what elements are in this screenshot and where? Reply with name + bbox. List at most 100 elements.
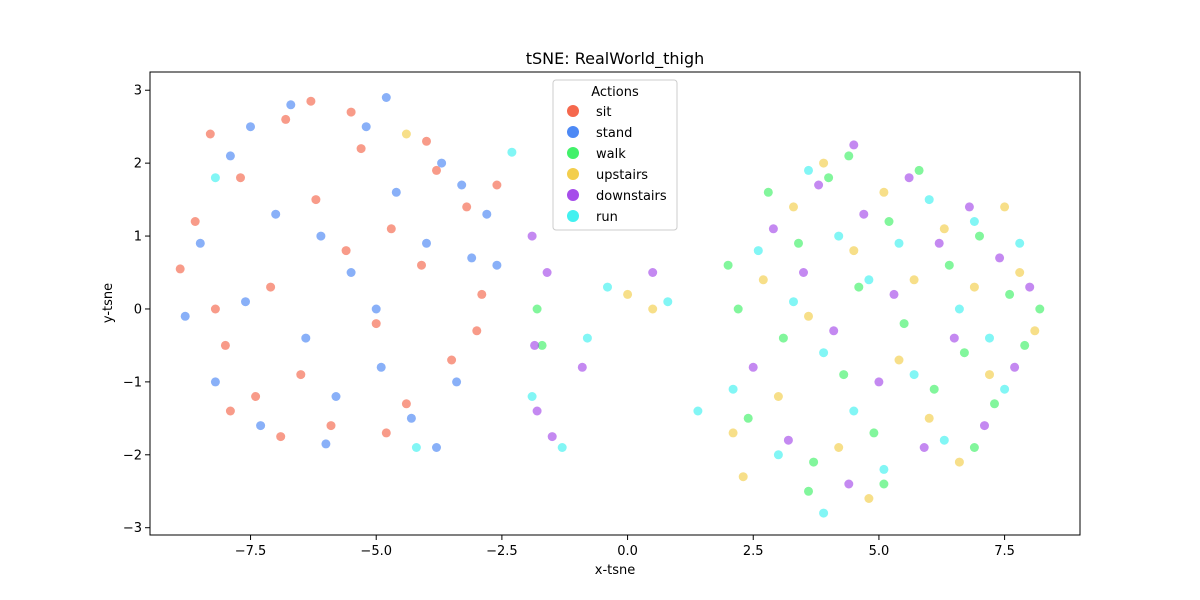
- point-stand-0: [180, 311, 190, 321]
- point-run-12: [924, 195, 934, 205]
- x-axis-label: x-tsne: [595, 563, 636, 578]
- point-run-11: [909, 370, 919, 380]
- point-stand-25: [246, 122, 255, 132]
- point-run-8: [864, 275, 874, 285]
- point-walk-13: [929, 384, 939, 394]
- point-walk-1: [743, 413, 753, 423]
- point-sit-10: [326, 421, 336, 431]
- chart-title: tSNE: RealWorld_thigh: [526, 49, 704, 69]
- point-sit-9: [311, 195, 321, 205]
- point-sit-21: [492, 180, 502, 190]
- legend-marker-upstairs: [567, 168, 579, 180]
- point-run-20: [693, 406, 703, 416]
- point-downstairs-3: [799, 268, 808, 277]
- y-tick-label: 1: [134, 230, 142, 245]
- point-sit-26: [210, 304, 220, 314]
- x-tick-label: 7.5: [994, 544, 1015, 559]
- point-downstairs-17: [1010, 362, 1020, 372]
- x-axis: −7.5 −5.0 −2.5 0.0 2.5 5.0 7.5: [235, 535, 1015, 559]
- point-downstairs-25: [542, 268, 552, 277]
- point-stand-27: [371, 304, 381, 314]
- x-tick-label: −5.0: [360, 544, 392, 559]
- point-run-16: [985, 333, 994, 343]
- point-downstairs-19: [849, 140, 859, 150]
- point-downstairs-0: [748, 362, 758, 372]
- legend-label-downstairs: downstairs: [596, 189, 667, 204]
- point-upstairs-17: [1000, 202, 1010, 212]
- point-stand-26: [457, 180, 467, 190]
- y-axis: −3 −2 −1 0 1 2 3: [123, 84, 150, 536]
- point-run-24: [582, 333, 592, 343]
- point-downstairs-26: [527, 231, 537, 241]
- y-tick-label: 3: [134, 84, 142, 99]
- point-run-23: [557, 443, 567, 452]
- point-run-10: [894, 238, 904, 248]
- point-run-27: [507, 147, 517, 157]
- point-stand-22: [381, 93, 391, 102]
- point-downstairs-13: [949, 333, 959, 343]
- point-run-25: [210, 173, 220, 183]
- point-sit-6: [266, 282, 276, 292]
- point-sit-4: [236, 173, 245, 183]
- point-upstairs-3: [789, 202, 798, 212]
- point-downstairs-22: [577, 362, 587, 372]
- point-run-2: [773, 450, 783, 460]
- legend-marker-walk: [567, 147, 579, 159]
- legend-marker-sit: [567, 105, 579, 117]
- point-sit-29: [422, 136, 431, 146]
- point-stand-8: [301, 333, 311, 343]
- point-sit-16: [417, 260, 426, 270]
- point-walk-6: [824, 173, 834, 183]
- point-sit-1: [190, 217, 200, 226]
- legend-label-walk: walk: [596, 147, 626, 162]
- point-stand-12: [361, 122, 371, 132]
- point-sit-5: [251, 392, 261, 401]
- point-walk-26: [532, 304, 542, 314]
- legend: Actions sit stand walk upstairs downstairs ru…: [552, 79, 678, 231]
- point-downstairs-23: [648, 268, 658, 277]
- point-walk-27: [537, 340, 547, 350]
- point-upstairs-11: [909, 275, 919, 285]
- point-sit-18: [447, 355, 457, 365]
- point-sit-28: [276, 432, 286, 442]
- point-sit-17: [432, 165, 441, 175]
- point-run-9: [879, 464, 889, 474]
- point-walk-20: [1035, 304, 1045, 314]
- point-walk-9: [869, 428, 879, 438]
- x-tick-label: 2.5: [743, 544, 764, 559]
- point-sit-24: [225, 406, 235, 416]
- point-run-17: [1000, 384, 1010, 394]
- point-stand-16: [422, 238, 431, 248]
- points-layer: [175, 93, 1045, 518]
- point-sit-12: [356, 144, 366, 154]
- point-run-3: [789, 297, 798, 307]
- point-run-18: [1015, 238, 1025, 248]
- point-upstairs-2: [773, 392, 783, 401]
- point-upstairs-21: [623, 289, 633, 299]
- point-run-28: [527, 392, 537, 401]
- point-upstairs-1: [758, 275, 768, 285]
- y-tick-label: −3: [123, 521, 142, 536]
- point-sit-27: [346, 107, 356, 117]
- point-walk-5: [809, 457, 819, 467]
- point-walk-4: [794, 238, 803, 248]
- point-downstairs-9: [889, 289, 899, 299]
- point-upstairs-8: [864, 494, 874, 503]
- point-downstairs-8: [874, 377, 884, 387]
- point-run-22: [603, 282, 612, 292]
- point-downstairs-4: [814, 180, 824, 190]
- point-run-6: [834, 231, 844, 241]
- point-sit-7: [281, 114, 291, 124]
- point-walk-22: [879, 479, 889, 489]
- point-walk-12: [914, 165, 924, 175]
- point-downstairs-12: [934, 238, 944, 248]
- y-tick-label: 0: [134, 302, 142, 317]
- point-sit-2: [205, 129, 215, 139]
- point-walk-8: [854, 282, 864, 292]
- x-tick-label: 5.0: [869, 544, 890, 559]
- legend-label-sit: sit: [596, 105, 611, 120]
- point-stand-3: [225, 151, 235, 161]
- point-stand-13: [376, 362, 386, 372]
- x-tick-label: 0.0: [617, 544, 638, 559]
